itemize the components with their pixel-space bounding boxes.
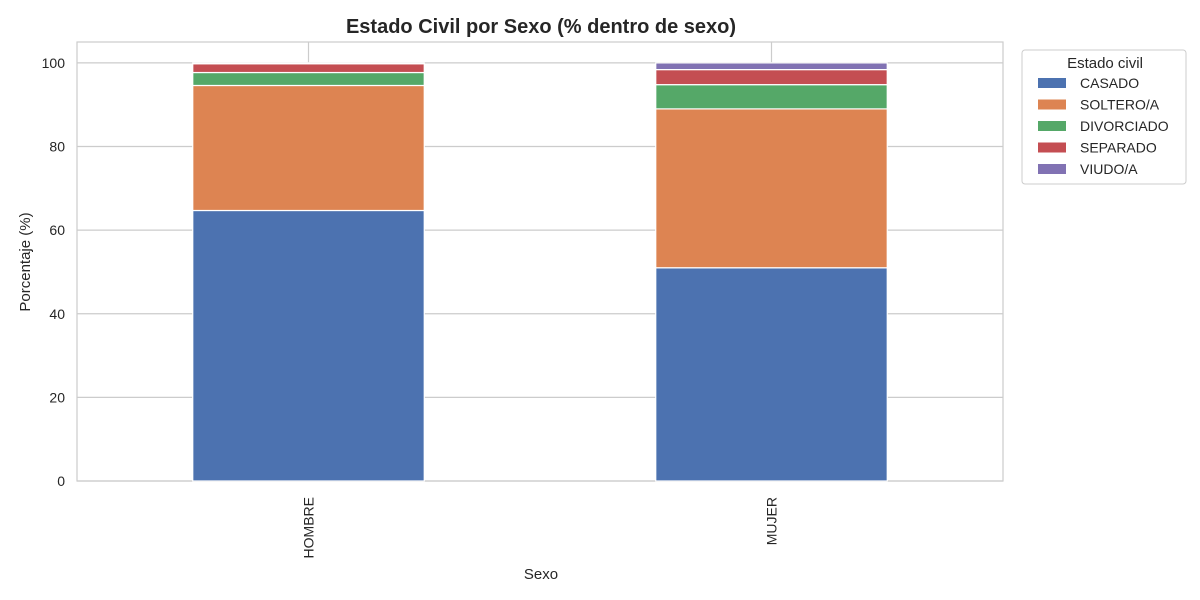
legend-swatch [1038, 99, 1066, 110]
y-tick-label: 80 [49, 139, 65, 155]
legend-label: VIUDO/A [1080, 161, 1138, 177]
x-axis-label: Sexo [524, 566, 558, 583]
legend-label: SOLTERO/A [1080, 97, 1160, 113]
legend-title: Estado civil [1067, 55, 1143, 72]
legend-label: DIVORCIADO [1080, 118, 1169, 134]
y-tick-label: 40 [49, 306, 65, 322]
bar-segment [192, 71, 425, 87]
chart-title: Estado Civil por Sexo (% dentro de sexo) [346, 16, 736, 38]
bar-segment [192, 84, 425, 212]
bar-segment [192, 62, 425, 65]
x-axis-ticks: HOMBRE MUJER [301, 497, 780, 558]
y-tick-label: 20 [49, 389, 65, 405]
legend-label: SEPARADO [1080, 140, 1157, 156]
y-tick-label: 60 [49, 222, 65, 238]
x-tick-label: HOMBRE [301, 497, 317, 558]
bar-segment [655, 267, 888, 482]
bar-segment [655, 62, 888, 71]
bar-segment [192, 63, 425, 74]
bar-segment [655, 84, 888, 110]
legend: Estado civil CASADO SOLTERO/A DIVORCIADO SE… [1021, 49, 1187, 185]
bar-segment [655, 108, 888, 269]
y-tick-label: 0 [57, 473, 65, 489]
legend-label: CASADO [1080, 75, 1139, 91]
y-axis-label: Porcentaje (%) [17, 212, 34, 311]
legend-swatch [1038, 164, 1066, 174]
x-tick-label: MUJER [764, 497, 780, 545]
legend-swatch [1038, 78, 1066, 88]
bar-segment [192, 209, 425, 482]
legend-swatch [1038, 121, 1066, 131]
legend-swatch [1038, 142, 1066, 153]
y-tick-label: 100 [42, 55, 66, 71]
y-axis-ticks: 0 20 40 60 80 100 [42, 55, 66, 489]
legend-items: CASADO SOLTERO/A DIVORCIADO SEPARADO VIUDO/A [1038, 75, 1169, 177]
bars [192, 62, 888, 482]
bar-segment [655, 68, 888, 86]
